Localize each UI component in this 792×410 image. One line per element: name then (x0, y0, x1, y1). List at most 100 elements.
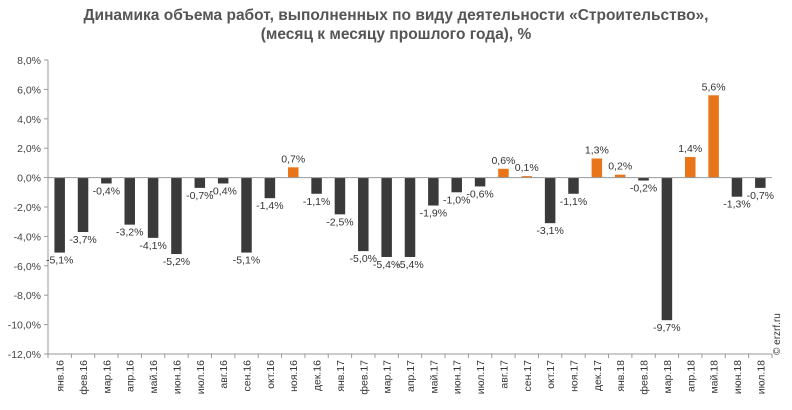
x-tick-label: фев.17 (358, 360, 370, 395)
bar (287, 167, 299, 178)
data-label: -9,7% (653, 322, 680, 334)
x-tick-label: июл.17 (475, 360, 487, 394)
bar (264, 177, 276, 199)
data-label: -0,2% (630, 183, 657, 195)
data-label: -5,2% (163, 256, 190, 268)
y-tick-label: -2,0% (14, 202, 41, 214)
bar (77, 177, 89, 232)
y-tick-label: -8,0% (14, 290, 41, 302)
y-tick-label: -4,0% (14, 231, 41, 243)
y-tick-label: -12,0% (8, 349, 41, 361)
bar (147, 177, 159, 238)
data-label: -5,0% (350, 253, 377, 265)
data-label: -3,2% (116, 227, 143, 239)
data-label: -1,9% (420, 208, 447, 220)
data-label: -0,4% (93, 185, 120, 197)
bar (428, 177, 439, 206)
x-tick-label: май.16 (148, 360, 160, 394)
bar (404, 177, 416, 257)
bar (544, 177, 556, 224)
data-label: -1,1% (560, 196, 587, 208)
bar (708, 95, 719, 178)
y-tick-label: 8,0% (17, 55, 41, 67)
x-tick-label: май.17 (428, 360, 440, 394)
bar (241, 177, 252, 253)
chart-title-line1: Динамика объема работ, выполненных по ви… (83, 7, 709, 24)
x-tick-label: мар.16 (101, 360, 113, 394)
data-label: 0,6% (491, 155, 515, 167)
bar (661, 177, 673, 321)
x-tick-label: авг.17 (498, 360, 510, 389)
data-label: -5,4% (373, 259, 400, 271)
bar (381, 177, 392, 257)
bar (124, 177, 135, 225)
y-tick-label: 6,0% (17, 84, 41, 96)
data-label: -3,1% (536, 225, 563, 237)
x-tick-label: ноя.17 (568, 360, 580, 392)
bar (755, 177, 766, 188)
bar (101, 177, 112, 184)
x-tick-label: июл.18 (755, 360, 767, 394)
bar (591, 158, 603, 178)
data-label: 5,6% (702, 81, 726, 93)
bar (217, 177, 229, 184)
y-tick-label: 4,0% (17, 114, 41, 126)
x-tick-label: ноя.16 (288, 360, 300, 392)
data-labels: -5,1%-3,7%-0,4%-3,2%-4,1%-5,2%-0,7%-0,4%… (46, 81, 774, 334)
data-label: 0,2% (608, 161, 632, 173)
data-label: -5,1% (233, 255, 260, 267)
data-label: 0,1% (515, 162, 539, 174)
data-label: -1,0% (443, 194, 470, 206)
bar (685, 157, 696, 178)
x-tick-label: апр.16 (125, 360, 137, 392)
data-label: -0,4% (209, 185, 236, 197)
chart-title-line2: (месяц к месяцу прошлого года), % (260, 26, 532, 43)
x-tick-label: дек.17 (592, 360, 604, 391)
bar (194, 177, 206, 188)
x-tick-label: дек.16 (312, 360, 324, 391)
y-tick-label: -6,0% (14, 261, 41, 273)
chart-title: Динамика объема работ, выполненных по ви… (0, 6, 792, 44)
bar (731, 177, 743, 197)
credit-text: © erzrf.ru (772, 313, 783, 355)
x-tick-label: май.18 (709, 360, 721, 394)
x-tick-label: янв.16 (55, 360, 67, 392)
data-label: -1,4% (256, 200, 283, 212)
bars (54, 95, 766, 321)
x-tick-label: мар.18 (662, 360, 674, 394)
y-tick-label: -10,0% (8, 320, 41, 332)
x-tick-label: июл.16 (195, 360, 207, 394)
x-tick-label: окт.16 (265, 360, 277, 389)
y-axis: 8,0% 6,0% 4,0% 2,0% 0,0% -2,0% -4,0% -6,0% -8,0%… (8, 55, 49, 361)
data-label: -3,7% (69, 234, 96, 246)
data-label: 0,7% (281, 153, 305, 165)
x-tick-label: апр.18 (685, 360, 697, 392)
data-label: -5,1% (46, 255, 73, 267)
x-tick-label: июн.18 (732, 360, 744, 394)
y-tick-label: 2,0% (17, 143, 41, 155)
bar (171, 177, 182, 255)
bar (451, 177, 462, 193)
bar (311, 177, 322, 194)
x-tick-label: апр.17 (405, 360, 417, 392)
bar (334, 177, 346, 215)
data-label: -1,3% (723, 199, 750, 211)
x-tick-label: июн.16 (171, 360, 183, 394)
bar (568, 177, 579, 194)
data-label: -4,1% (139, 240, 166, 252)
bar (54, 177, 65, 253)
x-tick-label: сен.16 (242, 360, 254, 392)
x-tick-label: сен.17 (522, 360, 534, 392)
data-label: -2,5% (326, 216, 353, 228)
x-tick-label: мар.17 (382, 360, 394, 394)
bar (498, 168, 509, 178)
bar (614, 174, 626, 178)
bar (521, 176, 533, 178)
bar (358, 177, 369, 252)
data-label: 1,3% (585, 144, 609, 156)
x-tick-label: фев.16 (78, 360, 90, 395)
data-label: 1,4% (678, 143, 702, 155)
data-label: -0,7% (186, 190, 213, 202)
data-label: -0,7% (747, 190, 774, 202)
